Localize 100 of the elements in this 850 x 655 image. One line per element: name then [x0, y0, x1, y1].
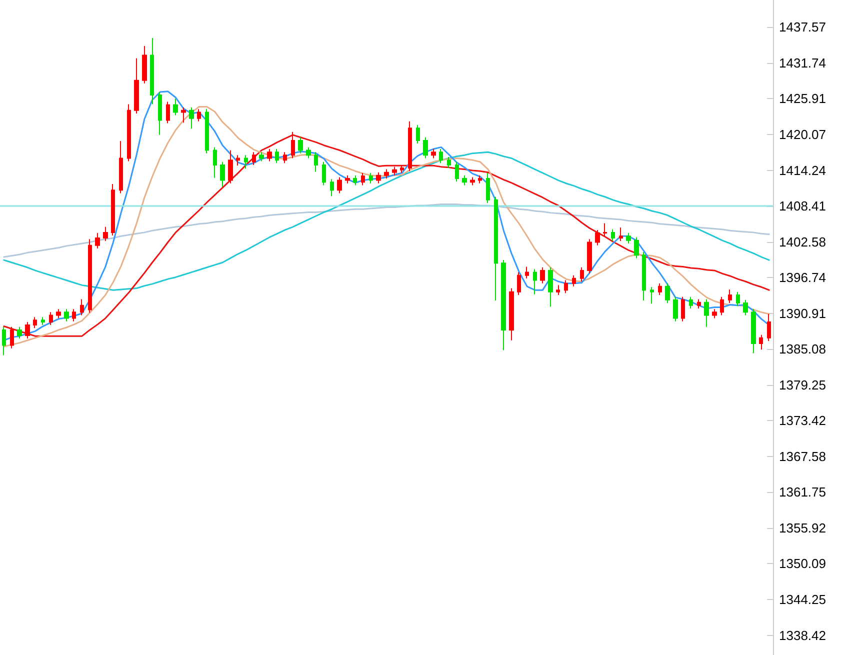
candlestick	[486, 172, 490, 204]
candlestick	[111, 183, 115, 236]
candlestick	[533, 268, 537, 295]
candlestick	[64, 308, 69, 322]
candlestick	[611, 228, 615, 242]
candlestick	[10, 326, 14, 349]
candlestick	[119, 140, 123, 194]
candlestick	[314, 152, 318, 172]
candlestick	[572, 274, 576, 287]
candlestick	[431, 148, 436, 159]
candlestick	[681, 296, 685, 322]
candlestick	[158, 91, 162, 136]
candlestick	[642, 252, 646, 302]
candlestick	[556, 284, 560, 296]
candlestick	[743, 299, 748, 316]
candlestick	[283, 152, 287, 164]
candlestick	[447, 156, 451, 169]
candlestick	[95, 232, 100, 249]
y-tick-label: 1408.41	[779, 198, 826, 214]
candlestick	[103, 226, 108, 242]
candlestick	[330, 178, 334, 197]
candlestick	[540, 266, 545, 284]
candlestick	[306, 146, 311, 159]
candlestick	[462, 174, 467, 186]
candlestick	[619, 227, 623, 242]
y-tick-label: 1437.57	[779, 20, 826, 35]
y-tick-label: 1385.08	[779, 342, 826, 357]
candlestick	[213, 146, 217, 178]
candlestick	[634, 236, 639, 259]
candlestick	[337, 176, 342, 194]
candlestick	[197, 108, 201, 122]
candlestick	[517, 272, 521, 296]
candlestick	[228, 150, 233, 184]
candlestick	[322, 161, 326, 186]
candlestick	[501, 260, 506, 351]
candlestick	[142, 45, 147, 84]
candlestick	[384, 168, 389, 179]
y-tick-label: 1367.58	[779, 448, 826, 464]
candlestick	[603, 222, 607, 237]
candlestick	[25, 321, 30, 340]
candlestick	[134, 58, 139, 114]
candlestick	[361, 172, 365, 186]
y-tick-label: 1338.42	[779, 628, 826, 643]
candlestick	[423, 136, 428, 159]
candlestick	[759, 334, 763, 350]
y-tick-label: 1414.24	[779, 162, 826, 178]
candlestick	[697, 298, 701, 309]
candlestick	[658, 282, 662, 296]
candlestick	[181, 106, 186, 124]
y-tick-label: 1350.09	[779, 556, 826, 572]
y-tick-label: 1361.75	[779, 484, 826, 500]
candlestick	[189, 106, 194, 130]
candlestick	[236, 154, 240, 166]
candlestick	[205, 108, 209, 154]
candlestick	[736, 291, 740, 307]
candlestick	[220, 161, 225, 188]
y-tick-label: 1396.74	[779, 270, 826, 286]
candlestick	[17, 326, 22, 340]
candlestick	[548, 266, 553, 308]
y-tick-label: 1402.58	[779, 234, 826, 250]
candlestick	[626, 232, 631, 244]
candlestick	[470, 176, 475, 186]
candlestick	[392, 166, 397, 176]
candlestick	[244, 154, 248, 170]
y-tick-label: 1390.91	[779, 306, 826, 321]
candlestick	[267, 148, 272, 162]
candlestick	[33, 316, 37, 329]
line-series	[3, 151, 770, 291]
candlestick	[275, 148, 279, 164]
candlestick	[49, 312, 53, 326]
candlestick	[689, 296, 693, 309]
candlestick	[80, 298, 84, 316]
candlestick	[298, 136, 303, 154]
candlestick	[455, 161, 459, 182]
candlestick	[494, 196, 498, 302]
candlestick	[439, 148, 443, 164]
line-series	[3, 134, 770, 337]
candlestick	[564, 280, 568, 294]
candlestick	[376, 172, 381, 184]
candlestick	[478, 174, 482, 184]
y-tick-label: 1420.07	[779, 126, 826, 142]
candlestick	[416, 124, 420, 144]
candlestick	[751, 308, 756, 354]
candlestick	[400, 164, 404, 174]
candlestick	[166, 101, 170, 124]
candlestick	[712, 308, 717, 319]
candlestick	[56, 308, 61, 319]
candlestick	[580, 266, 584, 282]
candlestick	[665, 282, 670, 304]
candlestick	[41, 316, 45, 326]
y-tick-label: 1355.92	[779, 520, 826, 536]
candlestick	[259, 152, 264, 162]
candlestick	[252, 152, 256, 166]
candlestick	[173, 98, 178, 116]
line-series	[3, 203, 770, 258]
candlestick	[673, 296, 678, 322]
candlestick	[127, 104, 131, 162]
candlestick	[408, 120, 412, 172]
candlestick	[720, 296, 724, 316]
candlestick	[345, 174, 350, 184]
